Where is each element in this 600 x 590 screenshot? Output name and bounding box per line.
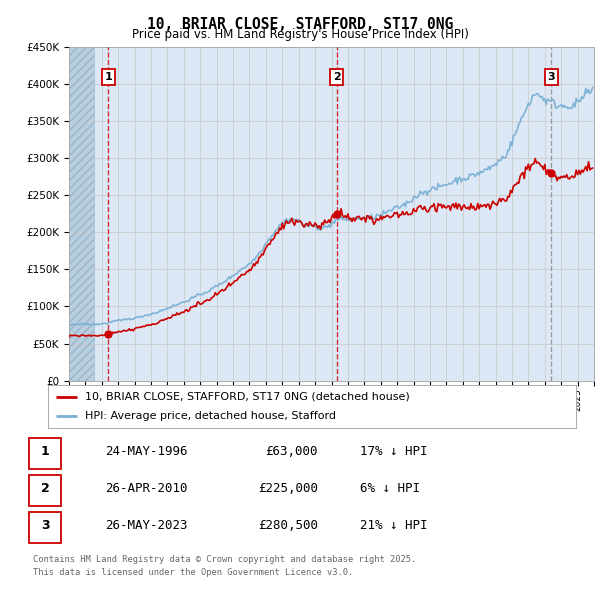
Text: 24-MAY-1996: 24-MAY-1996 — [105, 445, 187, 458]
Text: 17% ↓ HPI: 17% ↓ HPI — [360, 445, 427, 458]
Text: 3: 3 — [548, 72, 555, 82]
Text: £280,500: £280,500 — [258, 519, 318, 532]
FancyBboxPatch shape — [29, 475, 61, 506]
Text: HPI: Average price, detached house, Stafford: HPI: Average price, detached house, Staf… — [85, 411, 336, 421]
Text: 6% ↓ HPI: 6% ↓ HPI — [360, 481, 420, 495]
Text: 10, BRIAR CLOSE, STAFFORD, ST17 0NG: 10, BRIAR CLOSE, STAFFORD, ST17 0NG — [147, 17, 453, 31]
Text: Price paid vs. HM Land Registry's House Price Index (HPI): Price paid vs. HM Land Registry's House … — [131, 28, 469, 41]
FancyBboxPatch shape — [29, 512, 61, 543]
Text: 1: 1 — [41, 445, 49, 458]
Text: 2: 2 — [41, 481, 49, 495]
Text: This data is licensed under the Open Government Licence v3.0.: This data is licensed under the Open Gov… — [33, 568, 353, 576]
Text: Contains HM Land Registry data © Crown copyright and database right 2025.: Contains HM Land Registry data © Crown c… — [33, 555, 416, 563]
Text: 3: 3 — [41, 519, 49, 532]
Text: £225,000: £225,000 — [258, 481, 318, 495]
Text: 26-MAY-2023: 26-MAY-2023 — [105, 519, 187, 532]
Text: 21% ↓ HPI: 21% ↓ HPI — [360, 519, 427, 532]
Text: 26-APR-2010: 26-APR-2010 — [105, 481, 187, 495]
Text: 1: 1 — [104, 72, 112, 82]
Text: £63,000: £63,000 — [265, 445, 318, 458]
FancyBboxPatch shape — [29, 438, 61, 469]
Text: 2: 2 — [333, 72, 341, 82]
Text: 10, BRIAR CLOSE, STAFFORD, ST17 0NG (detached house): 10, BRIAR CLOSE, STAFFORD, ST17 0NG (det… — [85, 392, 410, 402]
